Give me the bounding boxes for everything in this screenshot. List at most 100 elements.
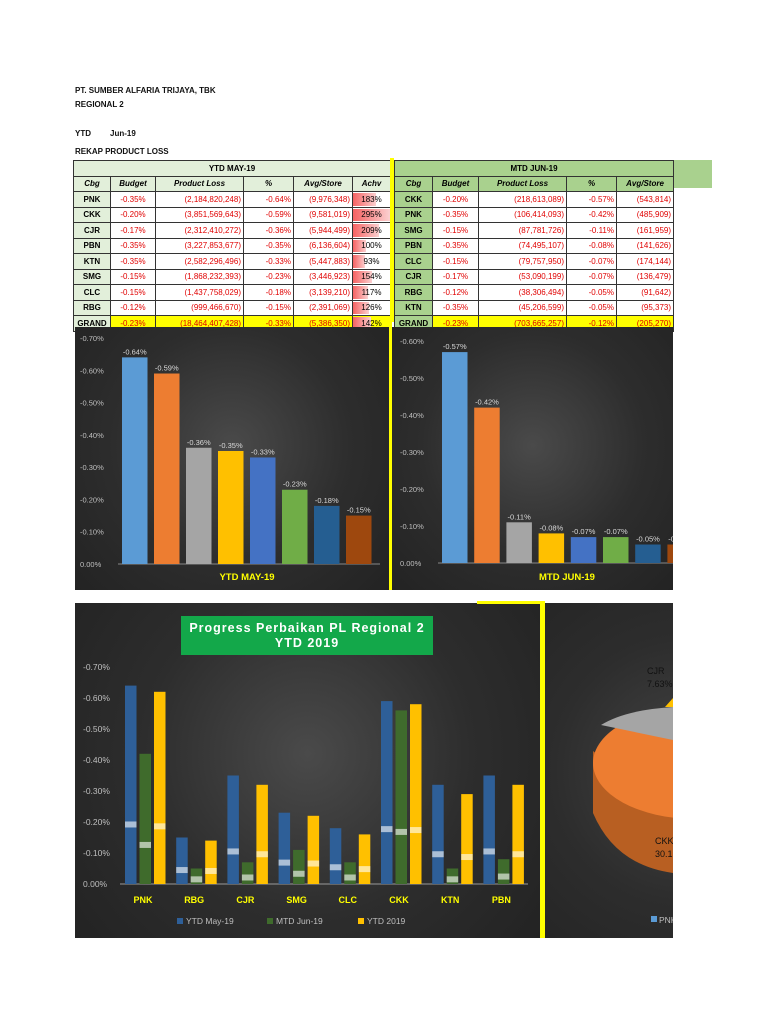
- x-tick-label: CKK: [389, 895, 409, 905]
- achv-cell: 209%: [351, 222, 392, 239]
- x-tick-label: PNK: [133, 895, 153, 905]
- bar-rbg-ytd-2019: [205, 840, 217, 884]
- table-row: CLC -0.15% (1,437,758,029) -0.18% (3,139,210…: [73, 284, 392, 301]
- percent-cell: -0.07%: [566, 253, 617, 270]
- bar-cjr-ytd-2019: [256, 784, 268, 884]
- percent-cell: -0.07%: [566, 268, 617, 285]
- bar-pbn: [538, 533, 565, 563]
- bar-rbg: [346, 515, 372, 564]
- y-tick-label: -0.60%: [83, 693, 110, 703]
- table-row: CJR -0.17% (53,090,199) -0.07% (136,479): [394, 268, 675, 285]
- bar-ckk: [154, 373, 180, 564]
- column-header: Product Loss: [155, 175, 244, 192]
- achv-value: 93%: [363, 256, 380, 266]
- cbg-cell: PBN: [73, 237, 111, 254]
- avg-store-cell: (9,581,019): [293, 206, 353, 223]
- green-header-fill: [673, 160, 712, 188]
- cbg-cell: CJR: [394, 268, 433, 285]
- achv-data-bar: [353, 255, 365, 268]
- achv-cell: 154%: [351, 268, 392, 285]
- percent-cell: -0.57%: [566, 191, 617, 208]
- achv-cell: 117%: [351, 284, 392, 301]
- bar-smg: [506, 522, 532, 563]
- product-loss-cell: (45,206,599): [478, 299, 567, 316]
- region-label: REGIONAL 2: [75, 100, 124, 109]
- bar-pnk: [474, 407, 500, 563]
- x-tick-label: CJR: [236, 895, 255, 905]
- budget-cell: -0.12%: [110, 299, 156, 316]
- budget-cell: -0.35%: [432, 237, 479, 254]
- y-tick-label: 0.00%: [83, 879, 108, 889]
- pie-chart: CJR 7.63% CKK 30.1 PNK: [545, 603, 768, 938]
- achv-value: 209%: [361, 225, 382, 235]
- bar-highlight: [176, 867, 188, 874]
- product-loss-cell: (53,090,199): [478, 268, 567, 285]
- data-label: -0.64%: [123, 347, 147, 356]
- achv-cell: 183%: [351, 191, 392, 208]
- achv-value: 100%: [361, 241, 382, 251]
- y-tick-label: 0.00%: [400, 559, 422, 568]
- y-tick-label: -0.30%: [83, 786, 110, 796]
- legend-swatch: [177, 918, 183, 924]
- column-header: Avg/Store: [615, 175, 675, 192]
- period-label: YTD: [75, 129, 91, 138]
- data-label: -0.23%: [283, 480, 307, 489]
- achv-value: 154%: [361, 272, 382, 282]
- data-label: -0.59%: [155, 364, 179, 373]
- x-tick-label: KTN: [441, 895, 460, 905]
- y-tick-label: -0.10%: [83, 848, 110, 858]
- budget-cell: -0.35%: [110, 237, 156, 254]
- bar-ckk: [442, 352, 468, 563]
- data-label: -0.08%: [539, 523, 563, 532]
- table-row: SMG -0.15% (1,868,232,393) -0.23% (3,446,923…: [73, 268, 392, 285]
- budget-cell: -0.35%: [110, 191, 156, 208]
- cbg-cell: PNK: [394, 206, 433, 223]
- cbg-cell: KTN: [394, 299, 433, 316]
- bar-highlight: [278, 859, 291, 866]
- table-row: SMG -0.15% (87,781,726) -0.11% (161,959): [394, 222, 675, 239]
- bar-highlight: [293, 870, 305, 877]
- data-label: -0.57%: [443, 342, 467, 351]
- bar-highlight: [358, 866, 371, 873]
- product-loss-cell: (106,414,093): [478, 206, 567, 223]
- column-header-row: Cbg Budget Product Loss% Avg/Store: [394, 175, 675, 192]
- bar-pnk-ytd-2019: [154, 691, 166, 884]
- mtd-table-title: MTD JUN-19: [393, 160, 675, 177]
- data-label: -0.07%: [572, 527, 596, 536]
- bar-highlight: [512, 851, 524, 858]
- legend-swatch: [267, 918, 273, 924]
- bar-pbn: [218, 451, 244, 564]
- percent-cell: -0.18%: [243, 284, 294, 301]
- product-loss-cell: (74,495,107): [478, 237, 567, 254]
- bar-highlight: [461, 854, 473, 861]
- y-tick-label: -0.20%: [80, 495, 104, 504]
- y-tick-label: 0.00%: [80, 560, 102, 569]
- budget-cell: -0.15%: [432, 253, 479, 270]
- cbg-cell: CKK: [73, 206, 111, 223]
- table-row: CJR -0.17% (2,312,410,272) -0.36% (5,944,499…: [73, 222, 392, 239]
- data-label: -0.35%: [219, 441, 243, 450]
- bar-smg-ytd-may-19: [278, 812, 291, 884]
- bar-highlight: [483, 848, 495, 855]
- table-row: PNK -0.35% (106,414,093) -0.42% (485,909): [394, 206, 675, 223]
- bar-clc: [570, 537, 597, 563]
- product-loss-cell: (1,868,232,393): [155, 268, 244, 285]
- budget-cell: -0.35%: [432, 299, 479, 316]
- product-loss-cell: (999,466,670): [155, 299, 244, 316]
- achv-cell: 93%: [351, 253, 392, 270]
- yellow-top-line: [477, 601, 543, 604]
- bar-ckk-ytd-2019: [410, 704, 422, 884]
- product-loss-cell: (2,582,296,496): [155, 253, 244, 270]
- achv-data-bar: [353, 286, 368, 299]
- product-loss-cell: (87,781,726): [478, 222, 567, 239]
- cbg-cell: CJR: [73, 222, 111, 239]
- achv-data-bar: [353, 239, 366, 252]
- bar-smg-ytd-2019: [307, 815, 320, 884]
- bar-highlight: [205, 867, 217, 874]
- product-loss-cell: (3,227,853,677): [155, 237, 244, 254]
- table-row: KTN -0.35% (45,206,599) -0.05% (95,373): [394, 299, 675, 316]
- cbg-cell: RBG: [73, 299, 111, 316]
- legend-label: MTD Jun-19: [276, 916, 323, 926]
- budget-cell: -0.12%: [432, 284, 479, 301]
- achv-data-bar: [353, 317, 371, 330]
